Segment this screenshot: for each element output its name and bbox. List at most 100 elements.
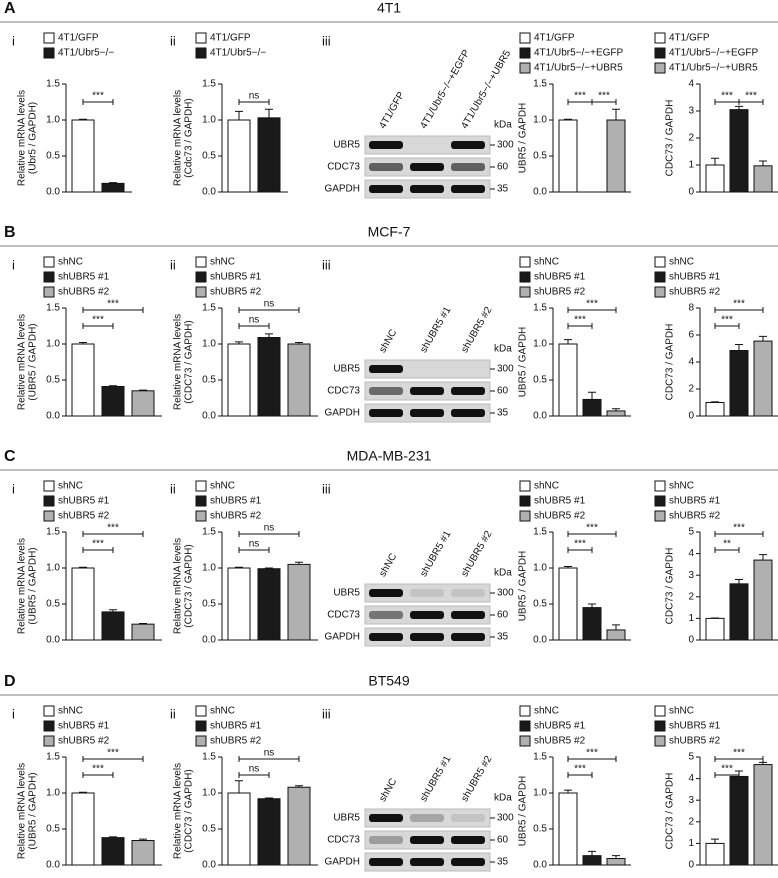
- y-tick-label: 0.5: [533, 151, 547, 162]
- sub-label: ii: [170, 257, 176, 272]
- blot-band: [369, 365, 403, 373]
- significance-label: ns: [264, 523, 275, 534]
- error-bar: [265, 567, 273, 569]
- significance-bracket: [238, 756, 300, 762]
- legend-label: shNC: [58, 257, 83, 268]
- legend-label: shUBR5 #1: [534, 272, 586, 283]
- sub-label: ii: [170, 33, 176, 48]
- legend-label: shUBR5 #2: [58, 511, 110, 522]
- y-tick-label: 8: [688, 303, 694, 314]
- legend-label: shUBR5 #2: [210, 736, 262, 747]
- marker-label: 300: [497, 364, 514, 375]
- error-bar: [139, 389, 147, 391]
- legend-swatch: [654, 62, 666, 74]
- significance-label: ns: [249, 764, 260, 775]
- blot-band: [451, 589, 485, 597]
- blot-band: [451, 141, 485, 149]
- y-tick-label: 1.5: [46, 79, 60, 90]
- legend-swatch: [43, 705, 55, 717]
- error-bar: [79, 118, 87, 120]
- y-tick-label: 0.0: [46, 860, 60, 871]
- legend-label: shUBR5 #2: [534, 287, 586, 298]
- bar: [101, 837, 125, 866]
- legend-swatch: [43, 256, 55, 268]
- y-tick-label: 2: [688, 384, 694, 395]
- blot-row-label: CDC73: [327, 162, 360, 173]
- y-tick-label: 2: [688, 133, 694, 144]
- error-bar: [612, 108, 620, 120]
- y-axis-label: UBR5 / GAPDH: [518, 103, 529, 174]
- bar: [287, 563, 311, 641]
- error-bar: [79, 566, 87, 568]
- error-bar: [79, 791, 87, 793]
- legend-label: 4T1/Ubr5−/−: [58, 48, 114, 59]
- y-axis-label: (UBR5 / GAPDH): [28, 772, 39, 849]
- lane-label: shUBR5 #2: [459, 529, 494, 579]
- legend-swatch: [519, 735, 531, 747]
- sub-label: iii: [322, 33, 331, 48]
- legend-label: shNC: [58, 706, 83, 717]
- y-tick-label: 1.0: [202, 339, 216, 350]
- significance-bracket: [238, 307, 300, 313]
- legend-swatch: [519, 271, 531, 283]
- legend-swatch: [43, 32, 55, 44]
- significance-bracket: [567, 307, 617, 313]
- bar: [606, 410, 626, 417]
- significance-label: ***: [574, 764, 586, 775]
- panel-letter: D: [4, 673, 16, 690]
- blot-band: [369, 185, 403, 193]
- y-tick-label: 0.5: [533, 599, 547, 610]
- y-axis-label: (Cdc73 / GAPDH): [184, 98, 195, 177]
- error-bar: [612, 855, 620, 859]
- bar: [227, 567, 251, 641]
- blot-row-label: GAPDH: [324, 632, 360, 643]
- sub-label: i: [12, 257, 15, 272]
- blot-band: [369, 611, 403, 619]
- y-axis-label: CDC73 / GAPDH: [665, 773, 676, 850]
- bar: [705, 842, 725, 866]
- y-tick-label: 3: [688, 106, 694, 117]
- legend-label: 4T1/GFP: [210, 33, 251, 44]
- y-axis-label: (CDC73 / GAPDH): [184, 769, 195, 852]
- y-tick-label: 0.0: [46, 411, 60, 422]
- error-bar: [295, 561, 303, 565]
- bar: [729, 350, 749, 417]
- legend-label: shUBR5 #1: [210, 721, 262, 732]
- legend-swatch: [654, 495, 666, 507]
- y-tick-label: 1: [688, 613, 694, 624]
- legend-label: shUBR5 #1: [210, 272, 262, 283]
- sub-label: i: [12, 706, 15, 721]
- significance-bracket: [714, 307, 764, 313]
- lane-label: shNC: [377, 328, 399, 355]
- blot-band: [451, 858, 485, 866]
- legend-swatch: [43, 510, 55, 522]
- lane-label: shUBR5 #2: [459, 754, 494, 804]
- error-bar: [564, 118, 572, 120]
- significance-label: ***: [721, 315, 733, 326]
- sub-label: iii: [322, 257, 331, 272]
- marker-label: 300: [497, 588, 514, 599]
- legend-label: shUBR5 #2: [669, 287, 721, 298]
- significance-label: ***: [721, 764, 733, 775]
- y-tick-label: 1.5: [46, 303, 60, 314]
- y-tick-label: 0.5: [533, 824, 547, 835]
- legend-label: shUBR5 #2: [669, 736, 721, 747]
- lane-label: 4T1/GFP: [377, 90, 407, 131]
- bar: [753, 340, 773, 417]
- panel-title: BT549: [368, 673, 409, 689]
- y-axis-label: (Ubr5 / GAPDH): [28, 102, 39, 174]
- legend-swatch: [654, 735, 666, 747]
- y-tick-label: 1.0: [202, 115, 216, 126]
- bar: [257, 337, 281, 417]
- significance-label: ns: [249, 539, 260, 550]
- significance-bracket: [82, 756, 144, 762]
- bar: [101, 385, 125, 417]
- bar: [705, 617, 725, 641]
- blot-row-label: GAPDH: [324, 408, 360, 419]
- y-axis-label: CDC73 / GAPDH: [665, 100, 676, 177]
- blot-band: [451, 409, 485, 417]
- error-bar: [711, 157, 719, 165]
- y-tick-label: 0.0: [202, 411, 216, 422]
- y-tick-label: 0.5: [46, 151, 60, 162]
- bar: [131, 623, 155, 641]
